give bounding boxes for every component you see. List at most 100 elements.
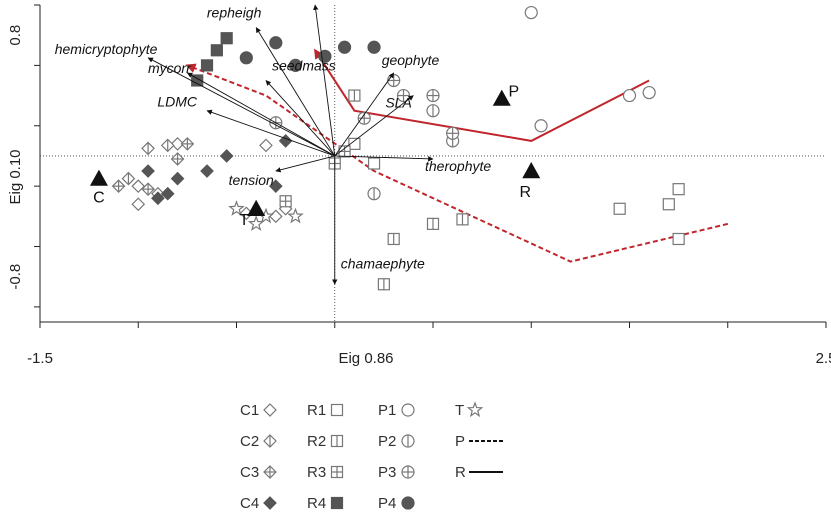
plot-area: -1.52.5-0.80.8heightrepheighhemicryptoph… xyxy=(7,4,831,367)
legend-label: C4 xyxy=(240,495,259,512)
marker-shape xyxy=(151,191,165,206)
centroid-label-R: R xyxy=(519,184,531,201)
trajectory-R xyxy=(314,48,650,142)
point-R1 xyxy=(367,157,381,170)
x-axis-title: Eig 0.86 xyxy=(338,350,393,367)
vector-geophyte xyxy=(334,72,395,157)
point-C1 xyxy=(131,197,146,212)
legend-label: R2 xyxy=(307,433,326,450)
marker-shape xyxy=(466,401,484,418)
vector-label-SLA: SLA xyxy=(385,95,411,111)
vector-label-chamaephyte: chamaephyte xyxy=(341,255,425,271)
point-C4 xyxy=(170,171,185,186)
point-R2 xyxy=(426,217,440,230)
point-R1 xyxy=(662,198,675,211)
legend-marker-C3 xyxy=(263,465,277,479)
legend-item-R3: R3 xyxy=(307,464,344,481)
marker-shape xyxy=(200,59,214,72)
vector-mycorr xyxy=(186,72,335,157)
marker-shape xyxy=(268,209,283,224)
legend-marker-R2 xyxy=(330,434,344,448)
legend-marker-T xyxy=(466,401,484,418)
point-P4 xyxy=(269,36,283,50)
vector-tension xyxy=(275,155,335,173)
legend-item-C4: C4 xyxy=(240,495,277,512)
point-C2 xyxy=(121,171,136,186)
legend-marker-R1 xyxy=(330,403,344,417)
legend-item-C1: C1 xyxy=(240,402,277,419)
marker-shape xyxy=(367,157,381,170)
centroid-P xyxy=(492,89,511,106)
vector-label-mycorr: mycorr xyxy=(148,60,192,76)
point-R1 xyxy=(672,232,685,246)
marker-shape xyxy=(367,40,381,54)
centroid-C xyxy=(89,169,108,186)
legend-marker-C4 xyxy=(263,496,277,510)
marker-shape xyxy=(210,44,223,57)
y-tick-label: 0.8 xyxy=(7,25,24,46)
legend-marker-C1 xyxy=(263,403,277,417)
point-T xyxy=(228,200,245,216)
point-C4 xyxy=(219,149,234,163)
legend-item-T: T xyxy=(455,401,484,419)
point-C1 xyxy=(268,209,283,224)
marker-shape xyxy=(642,85,656,100)
point-C4 xyxy=(151,191,165,206)
legend-marker-P4 xyxy=(401,496,415,510)
vector-hemicryptophyte xyxy=(147,57,335,157)
point-C4 xyxy=(160,186,175,201)
marker-shape xyxy=(170,137,185,151)
point-P2 xyxy=(367,187,381,201)
legend-label: T xyxy=(455,402,464,419)
legend-item-P4: P4 xyxy=(378,495,415,512)
point-T xyxy=(247,215,265,231)
legend-item-P2: P2 xyxy=(378,433,415,450)
marker-shape xyxy=(330,403,344,417)
point-R2 xyxy=(387,232,400,246)
marker-shape xyxy=(239,51,253,65)
centroid-label-T: T xyxy=(239,212,249,229)
marker-shape xyxy=(622,88,637,103)
legend-label: R3 xyxy=(307,464,326,481)
x-tick-label: -1.5 xyxy=(27,350,53,367)
point-P2 xyxy=(426,104,440,118)
legend-item-P3: P3 xyxy=(378,464,415,481)
point-P4 xyxy=(239,51,253,65)
vector-label-hemicryptophyte: hemicryptophyte xyxy=(55,41,158,57)
marker-shape xyxy=(613,202,626,215)
point-P1 xyxy=(642,85,656,100)
marker-shape xyxy=(268,179,283,193)
marker-shape xyxy=(263,403,277,417)
point-R1 xyxy=(348,137,361,150)
vector-label-therophyte: therophyte xyxy=(425,158,491,174)
marker-shape xyxy=(131,197,146,212)
marker-shape xyxy=(288,58,303,72)
legend-marker-R3 xyxy=(330,465,344,479)
point-P1 xyxy=(534,119,548,133)
vector-label-geophyte: geophyte xyxy=(382,52,440,68)
point-R4 xyxy=(220,32,233,45)
legend-item-P1: P1 xyxy=(378,402,415,419)
legend-label: P1 xyxy=(378,402,396,419)
vector-height xyxy=(313,4,336,157)
centroid-R xyxy=(522,162,541,179)
legend-label: P3 xyxy=(378,464,396,481)
marker-shape xyxy=(330,496,344,510)
point-C1 xyxy=(259,138,273,153)
point-C4 xyxy=(200,164,214,178)
centroid-label-C: C xyxy=(93,190,105,207)
y-axis-title: Eig 0.10 xyxy=(7,149,24,204)
point-C1 xyxy=(170,137,185,151)
point-C4 xyxy=(268,179,283,193)
point-C3 xyxy=(111,179,126,193)
vector-label-seedmass: seedmass xyxy=(272,57,336,73)
marker-shape xyxy=(228,200,245,216)
point-C2 xyxy=(160,138,175,153)
point-C2 xyxy=(141,141,155,156)
point-R2 xyxy=(348,89,361,102)
marker-shape xyxy=(524,5,538,20)
centroid-T xyxy=(247,199,266,216)
legend: C1 R1 P1 T C2 R2 P2 P C3 R3 P3 R C4 R4 P4 xyxy=(240,401,503,512)
point-R1 xyxy=(613,202,626,215)
point-R2 xyxy=(456,213,469,226)
